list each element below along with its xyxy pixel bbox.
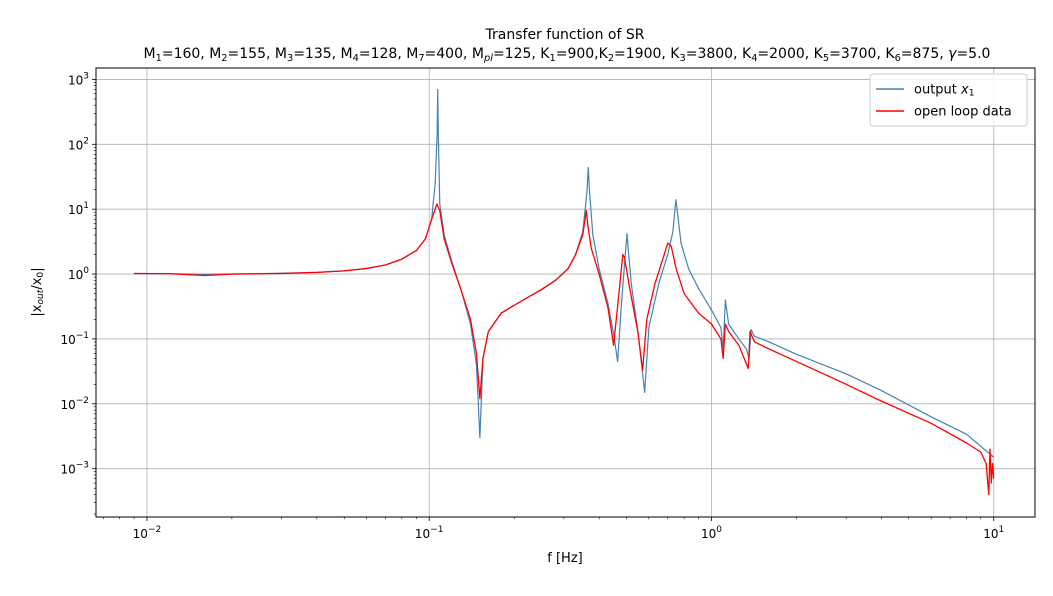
subscript: 1 [549, 53, 555, 64]
text-part: | [30, 267, 45, 271]
tick-base: 10 [68, 203, 83, 217]
tick-exponent: −2 [76, 396, 89, 406]
tick-base: 10 [68, 138, 83, 152]
tick-exponent: 1 [83, 201, 89, 211]
text-part: =128, M [359, 46, 418, 62]
subscript: 6 [895, 53, 901, 64]
text-part: =5.0 [956, 46, 990, 62]
tick-exponent: 0 [83, 266, 89, 276]
text-part: M [144, 46, 156, 62]
tick-exponent: −3 [76, 461, 89, 471]
x-tick-label: 101 [983, 525, 1004, 541]
subscript: 0 [36, 272, 46, 278]
tick-exponent: 3 [83, 71, 89, 81]
x-tick-label: 10−2 [133, 525, 162, 541]
legend-label: open loop data [914, 105, 1012, 120]
text-part: output [914, 83, 961, 98]
tick-exponent: −1 [76, 331, 89, 341]
text-part: x [960, 83, 969, 98]
legend: output x1 open loop data [869, 73, 1028, 127]
text-part: =2000, K [757, 46, 823, 62]
tick-exponent: 1 [999, 525, 1005, 535]
text-part: =400, M [425, 46, 484, 62]
text-part: =3700, K [829, 46, 895, 62]
text-part: =135, M [293, 46, 352, 62]
subscript: 4 [353, 53, 359, 64]
subscript: 4 [751, 53, 757, 64]
text-part: γ [948, 46, 957, 62]
tick-base: 10 [60, 398, 75, 412]
legend-box [869, 73, 1028, 127]
tick-base: 10 [415, 527, 430, 541]
tick-exponent: 2 [83, 136, 89, 146]
text-part: =875, [901, 46, 948, 62]
text-part: =155, M [228, 46, 287, 62]
subscript: pl [483, 53, 493, 64]
plot-frame [95, 67, 1036, 518]
series-line-1 [134, 88, 995, 458]
x-tick-label: 10−1 [415, 525, 444, 541]
subscript: 1 [969, 89, 975, 99]
y-tick-label: 102 [68, 136, 89, 152]
tick-exponent: −2 [148, 525, 161, 535]
chart-subtitle: M1=160, M2=155, M3=135, M4=128, M7=400, … [144, 46, 991, 64]
tick-base: 10 [701, 527, 716, 541]
series-layer [134, 88, 995, 496]
y-axis-label: |xout/x0| [30, 267, 46, 316]
tick-base: 10 [68, 73, 83, 87]
y-tick-label: 101 [68, 201, 89, 217]
tick-base: 10 [133, 527, 148, 541]
y-tick-label: 10−3 [60, 461, 89, 477]
chart-title: Transfer function of SR [485, 27, 645, 43]
subscript: 3 [680, 53, 686, 64]
tick-base: 10 [983, 527, 998, 541]
subscript: 2 [608, 53, 614, 64]
subscript: 1 [156, 53, 162, 64]
subscript: 3 [287, 53, 293, 64]
x-axis: 10−2 10−1 100 101 [102, 517, 1004, 541]
series-line-2 [134, 203, 995, 496]
text-part: =125, K [493, 46, 550, 62]
subscript: 5 [823, 53, 829, 64]
subscript: 7 [418, 53, 424, 64]
text-part: |x [30, 304, 45, 316]
y-tick-label: 10−1 [60, 331, 89, 347]
tick-base: 10 [60, 333, 75, 347]
text-part: =900,K [556, 46, 609, 62]
y-tick-label: 10−2 [60, 396, 89, 412]
subscript: out [36, 289, 46, 304]
tick-exponent: 0 [716, 525, 722, 535]
text-part: =1900, K [614, 46, 680, 62]
tick-base: 10 [60, 463, 75, 477]
text-part: /x [30, 277, 45, 289]
subscript: 2 [221, 53, 227, 64]
x-axis-label: f [Hz] [547, 551, 582, 566]
text-part: =160, M [162, 46, 221, 62]
y-tick-label: 103 [68, 71, 89, 87]
text-part: =3800, K [686, 46, 752, 62]
y-tick-label: 100 [68, 266, 89, 282]
x-tick-label: 100 [701, 525, 722, 541]
legend-label: output x1 [914, 83, 975, 99]
tick-base: 10 [68, 268, 83, 282]
tick-exponent: −1 [430, 525, 443, 535]
